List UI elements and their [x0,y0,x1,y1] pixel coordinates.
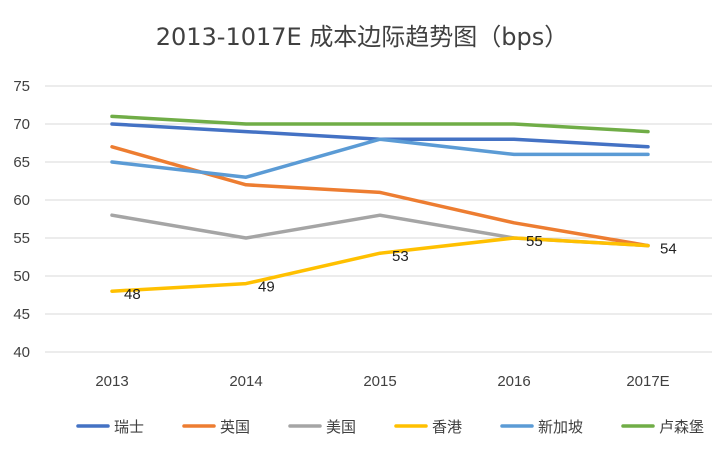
y-tick-label: 40 [13,344,30,361]
legend-label: 英国 [220,418,250,436]
data-label: 55 [526,233,543,250]
data-label: 48 [124,286,141,303]
y-tick-label: 50 [13,268,30,285]
data-label: 54 [660,241,677,258]
y-tick-label: 60 [13,192,30,209]
legend-label: 瑞士 [114,418,144,436]
legend-label: 新加坡 [538,418,583,436]
series-line-香港 [110,236,650,293]
legend-label: 香港 [432,418,462,436]
y-tick-label: 65 [13,154,30,171]
x-tick-label: 2015 [363,373,396,390]
data-labels: 48 49 53 55 54 [124,233,677,303]
x-tick-label: 2016 [497,373,530,390]
data-label: 49 [258,279,275,296]
gridlines [45,85,712,353]
y-tick-label: 45 [13,306,30,323]
y-tick-label: 75 [13,78,30,95]
x-tick-label: 2014 [229,373,262,390]
series-lines [110,114,650,293]
legend-label: 美国 [326,418,356,436]
x-tick-label: 2013 [95,373,128,390]
y-axis-ticks: 40 45 50 55 60 65 70 75 [13,78,30,361]
series-line-卢森堡 [110,114,650,134]
legend-label: 卢森堡 [659,418,704,436]
x-tick-label: 2017E [626,373,669,390]
series-line-新加坡 [110,137,650,179]
y-tick-label: 70 [13,116,30,133]
x-axis-ticks: 2013 2014 2015 2016 2017E [95,373,669,390]
data-label: 53 [392,248,409,265]
y-tick-label: 55 [13,230,30,247]
chart-title: 2013-1017E 成本边际趋势图（bps） [156,23,569,51]
legend: 瑞士 英国 美国 香港 新加坡 卢森堡 [76,418,704,436]
